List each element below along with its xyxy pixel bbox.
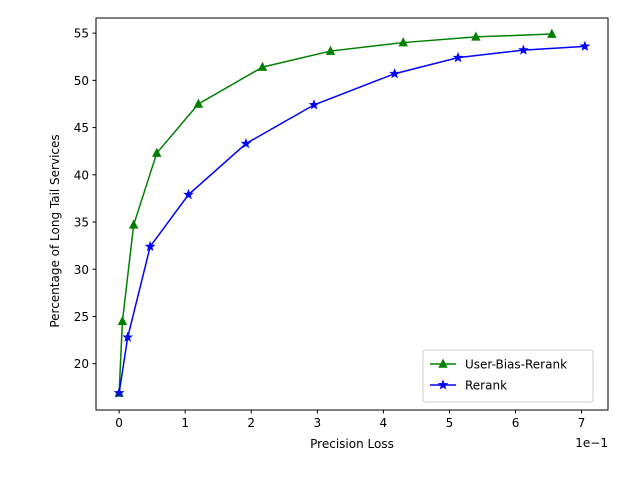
- data-point: [113, 387, 125, 398]
- y-tick-label: 40: [74, 168, 89, 182]
- data-point: [389, 68, 400, 79]
- data-point: [308, 99, 320, 110]
- data-point: [437, 379, 449, 390]
- x-tick-label: 5: [446, 416, 454, 430]
- x-tick-label: 0: [115, 416, 123, 430]
- y-axis-label: Percentage of Long Tail Services: [48, 134, 62, 327]
- data-point: [325, 45, 336, 55]
- legend-entry: Rerank: [430, 379, 507, 393]
- x-tick-label: 4: [380, 416, 388, 430]
- data-point: [471, 31, 481, 41]
- y-tick-label: 55: [74, 27, 89, 41]
- data-point: [240, 137, 252, 149]
- data-point: [144, 240, 156, 252]
- x-axis-label: Precision Loss: [310, 437, 394, 451]
- y-tick-label: 50: [74, 74, 89, 88]
- data-point: [257, 61, 268, 71]
- data-point: [117, 315, 128, 325]
- data-point: [122, 331, 134, 342]
- x-tick-label: 6: [512, 416, 520, 430]
- y-tick-label: 45: [74, 121, 89, 135]
- plot-frame: [95, 17, 609, 411]
- series-1: [113, 40, 591, 398]
- data-point: [579, 40, 591, 51]
- x-tick-label: 1: [181, 416, 189, 430]
- x-tick-label: 7: [578, 416, 586, 430]
- x-offset-label: 1e−1: [575, 436, 608, 450]
- y-tick-label: 25: [74, 310, 89, 324]
- data-point: [128, 219, 139, 229]
- data-point: [518, 44, 529, 55]
- series-line: [118, 33, 552, 394]
- y-tick-label: 30: [74, 263, 89, 277]
- data-point: [452, 52, 464, 63]
- legend-label: User-Bias-Rerank: [465, 358, 567, 372]
- data-point: [438, 358, 448, 368]
- legend-label: Rerank: [465, 379, 507, 393]
- data-point: [183, 189, 194, 200]
- x-tick-label: 3: [313, 416, 321, 430]
- series-line: [118, 45, 585, 394]
- data-point: [398, 37, 408, 47]
- x-tick-label: 2: [247, 416, 255, 430]
- legend: User-Bias-Rerank Rerank: [422, 349, 594, 403]
- data-point: [547, 28, 557, 38]
- y-tick-label: 35: [74, 216, 89, 230]
- data-point: [193, 98, 204, 108]
- y-tick-label: 20: [74, 357, 89, 371]
- legend-entry: User-Bias-Rerank: [430, 358, 567, 372]
- legend-box: [422, 349, 594, 403]
- data-point: [152, 147, 162, 157]
